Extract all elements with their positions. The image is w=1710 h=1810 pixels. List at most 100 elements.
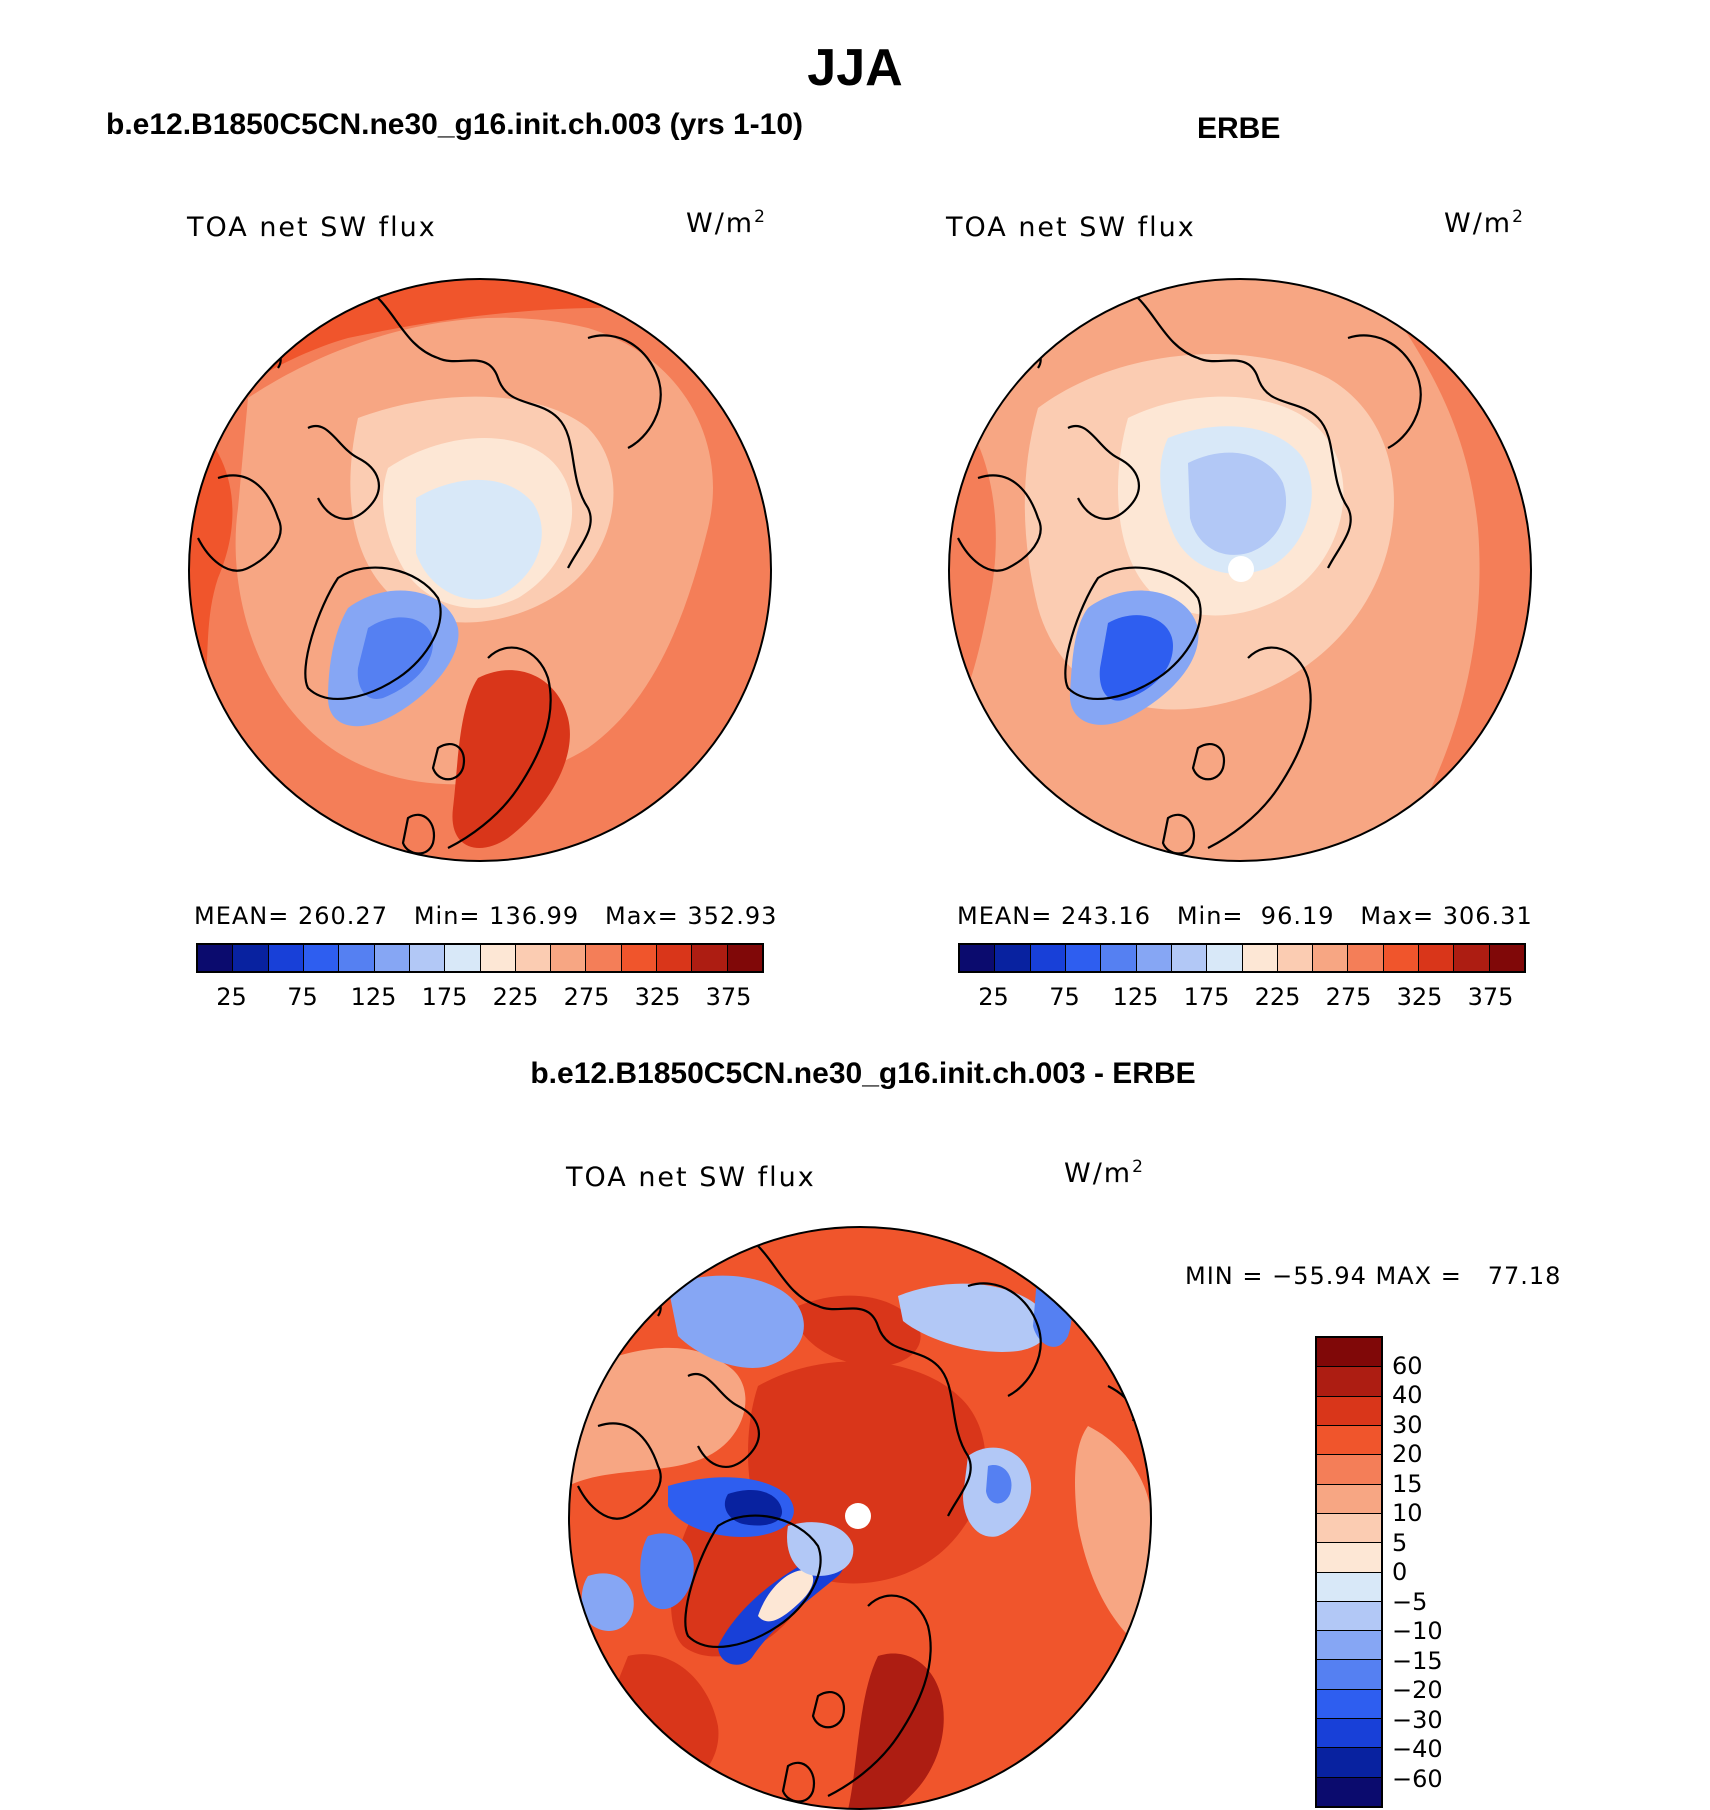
- diff-coastlines: [577, 1245, 1136, 1803]
- colorbar-swatch: [445, 945, 481, 971]
- colorbar-swatch: [339, 945, 375, 971]
- colorbar-tick-label: 325: [1396, 983, 1443, 1011]
- diff-field-band: [758, 1570, 814, 1622]
- obs-panel-header: ERBE: [1197, 112, 1281, 145]
- colorbar-swatch: [1317, 1572, 1381, 1602]
- figure-title: JJA: [807, 39, 903, 97]
- colorbar-swatch: [657, 945, 693, 971]
- model-stats: MEAN= 260.27 Min= 136.99 Max= 352.93: [194, 902, 778, 930]
- colorbar-tick-label: 40: [1392, 1381, 1423, 1409]
- colorbar-swatch: [1317, 1777, 1381, 1806]
- colorbar-tick-label: −10: [1392, 1617, 1443, 1645]
- obs-polar-map: [948, 278, 1532, 862]
- colorbar-swatch: [1171, 945, 1208, 971]
- diff-field-band: [1033, 1266, 1072, 1347]
- colorbar-swatch: [621, 945, 658, 971]
- colorbar-swatch: [515, 945, 552, 971]
- diff-colorbar-ticks: 60 40 30 20 15 10 5 0 −5 −10 −15 −20 −30 −40 −60: [1392, 1336, 1512, 1808]
- colorbar-tick-label: −20: [1392, 1676, 1443, 1704]
- obs-coastlines: [957, 297, 1422, 855]
- model-colorbar: [196, 943, 764, 973]
- colorbar-tick-label: 375: [705, 983, 752, 1011]
- diff-panel-header: b.e12.B1850C5CN.ne30_g16.init.ch.003 - E…: [530, 1057, 1196, 1090]
- colorbar-swatch: [1317, 1543, 1381, 1573]
- colorbar-tick-label: 60: [1392, 1351, 1423, 1380]
- colorbar-tick-label: 20: [1392, 1440, 1423, 1468]
- colorbar-swatch: [1065, 945, 1102, 971]
- colorbar-tick-label: 10: [1392, 1499, 1423, 1527]
- colorbar-swatch: [1419, 945, 1455, 971]
- colorbar-swatch: [1136, 945, 1172, 971]
- colorbar-tick-label: 275: [1325, 983, 1372, 1011]
- colorbar-tick-label: −60: [1392, 1764, 1443, 1793]
- colorbar-swatch: [268, 945, 304, 971]
- colorbar-swatch: [374, 945, 410, 971]
- colorbar-tick-label: 75: [287, 983, 318, 1011]
- diff-colorbar: [1315, 1336, 1383, 1808]
- obs-stats: MEAN= 243.16 Min= 96.19 Max= 306.31: [957, 902, 1533, 930]
- colorbar-swatch: [409, 945, 446, 971]
- colorbar-tick-label: 175: [1183, 983, 1230, 1011]
- obs-colorbar-ticks: 25 75 125 175 225 275 325 375: [958, 983, 1526, 1013]
- colorbar-swatch: [1313, 945, 1349, 971]
- colorbar-swatch: [551, 945, 587, 971]
- colorbar-tick-label: 5: [1392, 1528, 1408, 1557]
- diff-field-band: [1075, 1426, 1151, 1656]
- diff-unit-label: W/m2: [1064, 1157, 1145, 1189]
- colorbar-tick-label: 0: [1392, 1558, 1408, 1586]
- colorbar-tick-label: 25: [216, 983, 247, 1011]
- colorbar-swatch: [1348, 945, 1384, 971]
- colorbar-swatch: [1030, 945, 1066, 971]
- diff-field-band: [581, 1573, 634, 1631]
- colorbar-swatch: [692, 945, 728, 971]
- colorbar-swatch: [1489, 945, 1524, 971]
- colorbar-tick-label: 125: [1112, 983, 1159, 1011]
- colorbar-tick-label: 175: [421, 983, 468, 1011]
- obs-colorbar: [958, 943, 1526, 973]
- colorbar-swatch: [1317, 1631, 1381, 1661]
- colorbar-swatch: [1317, 1660, 1381, 1690]
- colorbar-swatch: [233, 945, 269, 971]
- diff-field-band: [986, 1465, 1012, 1504]
- model-field-band: [357, 617, 433, 699]
- colorbar-swatch: [1207, 945, 1243, 971]
- diff-field-band: [898, 1283, 1049, 1352]
- diff-field-band: [848, 1653, 944, 1809]
- colorbar-tick-label: 75: [1049, 983, 1080, 1011]
- model-coastlines: [197, 297, 662, 855]
- colorbar-swatch: [586, 945, 622, 971]
- diff-field-band: [668, 1275, 804, 1368]
- obs-map-border: [948, 278, 1532, 862]
- model-colorbar-ticks: 25 75 125 175 225 275 325 375: [196, 983, 764, 1013]
- colorbar-swatch: [1317, 1719, 1381, 1749]
- colorbar-swatch: [480, 945, 516, 971]
- colorbar-swatch: [1317, 1689, 1381, 1720]
- colorbar-tick-label: 225: [492, 983, 539, 1011]
- colorbar-swatch: [995, 945, 1031, 971]
- colorbar-swatch: [1383, 945, 1420, 971]
- colorbar-swatch: [1317, 1455, 1381, 1485]
- colorbar-swatch: [960, 945, 996, 971]
- diff-field-band: [798, 1295, 921, 1366]
- colorbar-swatch: [198, 945, 234, 971]
- colorbar-swatch: [727, 945, 762, 971]
- model-unit-label: W/m2: [686, 207, 767, 239]
- colorbar-swatch: [1101, 945, 1137, 971]
- colorbar-tick-label: 25: [978, 983, 1009, 1011]
- obs-field-band: [1188, 452, 1287, 555]
- model-variable-label: TOA net SW flux: [187, 212, 437, 243]
- diff-polar-map: [568, 1226, 1152, 1810]
- colorbar-swatch: [1317, 1748, 1381, 1778]
- obs-variable-label: TOA net SW flux: [946, 212, 1196, 243]
- colorbar-swatch: [1454, 945, 1490, 971]
- colorbar-swatch: [1317, 1513, 1381, 1544]
- obs-pole-hole: [1228, 556, 1254, 582]
- model-panel-header: b.e12.B1850C5CN.ne30_g16.init.ch.003 (yr…: [106, 108, 804, 141]
- colorbar-tick-label: −40: [1392, 1735, 1443, 1763]
- colorbar-tick-label: −5: [1392, 1587, 1428, 1616]
- colorbar-swatch: [1277, 945, 1314, 971]
- colorbar-swatch: [1317, 1396, 1381, 1426]
- colorbar-swatch: [1317, 1484, 1381, 1514]
- colorbar-tick-label: 125: [350, 983, 397, 1011]
- colorbar-tick-label: 15: [1392, 1469, 1423, 1498]
